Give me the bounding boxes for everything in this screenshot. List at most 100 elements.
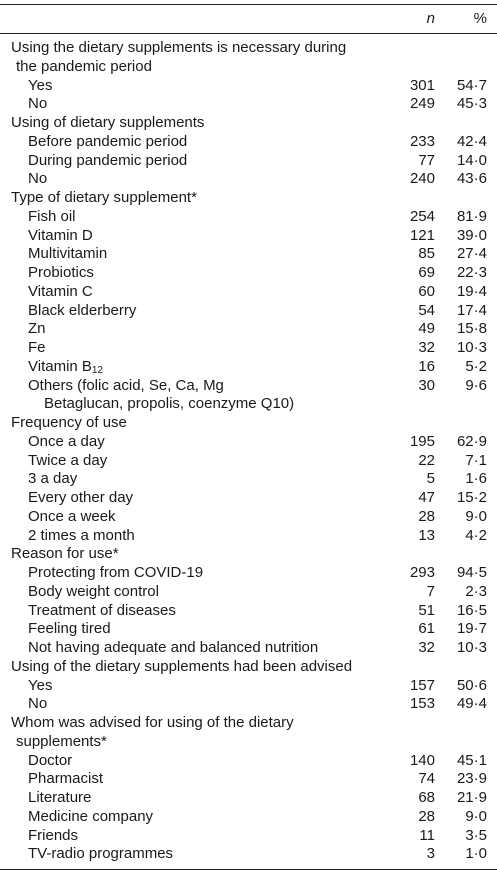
label-text: 2 times a month [28, 526, 135, 544]
percent-cell: 19·4 [456, 282, 487, 300]
label-text: Probiotics [28, 264, 94, 281]
row-label: During pandemic period [0, 152, 375, 171]
top-rule [0, 4, 497, 5]
row-label: Yes [0, 77, 375, 96]
label-text: Once a day [28, 432, 105, 450]
label-text: No [28, 95, 48, 113]
count-cell: 85 [418, 245, 435, 263]
label-text: Vitamin C [28, 282, 93, 300]
label-text: Friends [28, 826, 79, 844]
count-cell: 22 [418, 451, 435, 469]
count-cell: 13 [418, 526, 435, 544]
label-text: Reason for use* [11, 545, 119, 563]
row-label: Vitamin D [0, 227, 375, 246]
label-text: 3 a day [28, 470, 78, 488]
label-text: Medicine company [28, 807, 154, 825]
count-cell: 5 [426, 470, 435, 488]
row-label: Black elderberry [0, 302, 375, 321]
row-label: Once a week [0, 508, 375, 527]
count-cell: 51 [418, 601, 435, 619]
section-row: Using of dietary supplements [0, 114, 497, 133]
table-row: Feeling tired 61 19·7 [0, 620, 497, 639]
row-label: Treatment of diseases [0, 602, 375, 621]
label-text: Vitamin B [28, 357, 92, 375]
row-label: Multivitamin [0, 245, 375, 264]
row-label: Twice a day [0, 452, 375, 471]
label-text: During pandemic period [28, 151, 188, 169]
table-row: 3 a day 5 1·6 [0, 470, 497, 489]
table-row: Others (folic acid, Se, Ca, Mg Betaglucan… [0, 377, 497, 415]
row-label: TV-radio programmes [0, 845, 375, 864]
row-label: Pharmacist [0, 770, 375, 789]
percent-cell: 14·0 [456, 151, 487, 169]
label-text: Literature [28, 789, 92, 806]
row-label: Feeling tired [0, 620, 375, 639]
count-cell: 157 [409, 676, 435, 694]
table-row: 2 times a month 13 4·2 [0, 527, 497, 546]
table-row: Once a week 28 9·0 [0, 508, 497, 527]
label-text: Fe [28, 339, 46, 356]
row-label: Others (folic acid, Se, Ca, Mg Betaglucan… [0, 377, 375, 415]
percent-cell: 10·3 [456, 339, 487, 356]
percent-cell: 50·6 [456, 676, 487, 694]
table-row: Doctor 140 45·1 [0, 752, 497, 771]
section-row: Reason for use* [0, 545, 497, 564]
percent-cell: 1·6 [465, 470, 487, 488]
label-subscript: 12 [91, 364, 104, 376]
percent-cell: 10·3 [456, 639, 487, 656]
label-text: Once a week [28, 507, 116, 525]
percent-cell: 43·6 [456, 170, 487, 188]
table-row: Medicine company 28 9·0 [0, 808, 497, 827]
row-label: Before pandemic period [0, 133, 375, 152]
percent-cell: 5·2 [465, 357, 487, 375]
header-pct: % [473, 10, 487, 27]
percent-cell: 9·6 [465, 376, 487, 394]
count-cell: 68 [418, 789, 435, 806]
label-line-2: the pandemic period [16, 57, 152, 75]
label-line-1: Whom was advised for using of the dietar… [11, 714, 294, 731]
row-label: Fish oil [0, 208, 375, 227]
label-text: Yes [28, 676, 53, 694]
header-rule [0, 33, 497, 34]
label-line-2: Betaglucan, propolis, coenzyme Q10) [44, 395, 295, 413]
table-row: Vitamin D 121 39·0 [0, 227, 497, 246]
table-row: Fish oil 254 81·9 [0, 208, 497, 227]
label-line-1: Others (folic acid, Se, Ca, Mg [28, 376, 224, 394]
section-row: Whom was advised for using of the dietar… [0, 714, 497, 752]
count-cell: 301 [409, 76, 435, 94]
label-text: Doctor [28, 751, 73, 769]
count-cell: 254 [409, 207, 435, 225]
table-row: No 249 45·3 [0, 95, 497, 114]
count-cell: 28 [418, 807, 435, 825]
table-row: Not having adequate and balanced nutriti… [0, 639, 497, 658]
row-label: Once a day [0, 433, 375, 452]
count-cell: 11 [419, 826, 435, 844]
label-text: Every other day [28, 489, 134, 506]
label-text: No [28, 170, 48, 188]
table-row: Zn 49 15·8 [0, 320, 497, 339]
row-label: Not having adequate and balanced nutriti… [0, 639, 375, 658]
label-text: Vitamin D [28, 226, 93, 244]
percent-cell: 62·9 [456, 432, 487, 450]
label-text: Before pandemic period [28, 132, 188, 150]
label-text: Body weight control [28, 582, 159, 600]
table-row: Once a day 195 62·9 [0, 433, 497, 452]
percent-cell: 9·0 [465, 807, 487, 825]
label-text: Protecting from COVID-19 [28, 564, 204, 581]
label-text: Black elderberry [28, 301, 137, 319]
count-cell: 47 [418, 489, 435, 506]
percent-cell: 19·7 [456, 620, 487, 638]
count-cell: 195 [409, 432, 435, 450]
table-row: Body weight control 7 2·3 [0, 583, 497, 602]
table-row: During pandemic period 77 14·0 [0, 152, 497, 171]
label-text: Twice a day [28, 451, 108, 469]
row-label: No [0, 95, 375, 114]
section-label: Using of the dietary supplements had bee… [0, 658, 375, 677]
count-cell: 121 [409, 226, 435, 244]
percent-cell: 21·9 [456, 789, 487, 806]
row-label: 3 a day [0, 470, 375, 489]
table-row: No 240 43·6 [0, 170, 497, 189]
count-cell: 30 [418, 376, 435, 394]
table-row: Before pandemic period 233 42·4 [0, 133, 497, 152]
percent-cell: 3·5 [465, 826, 487, 844]
